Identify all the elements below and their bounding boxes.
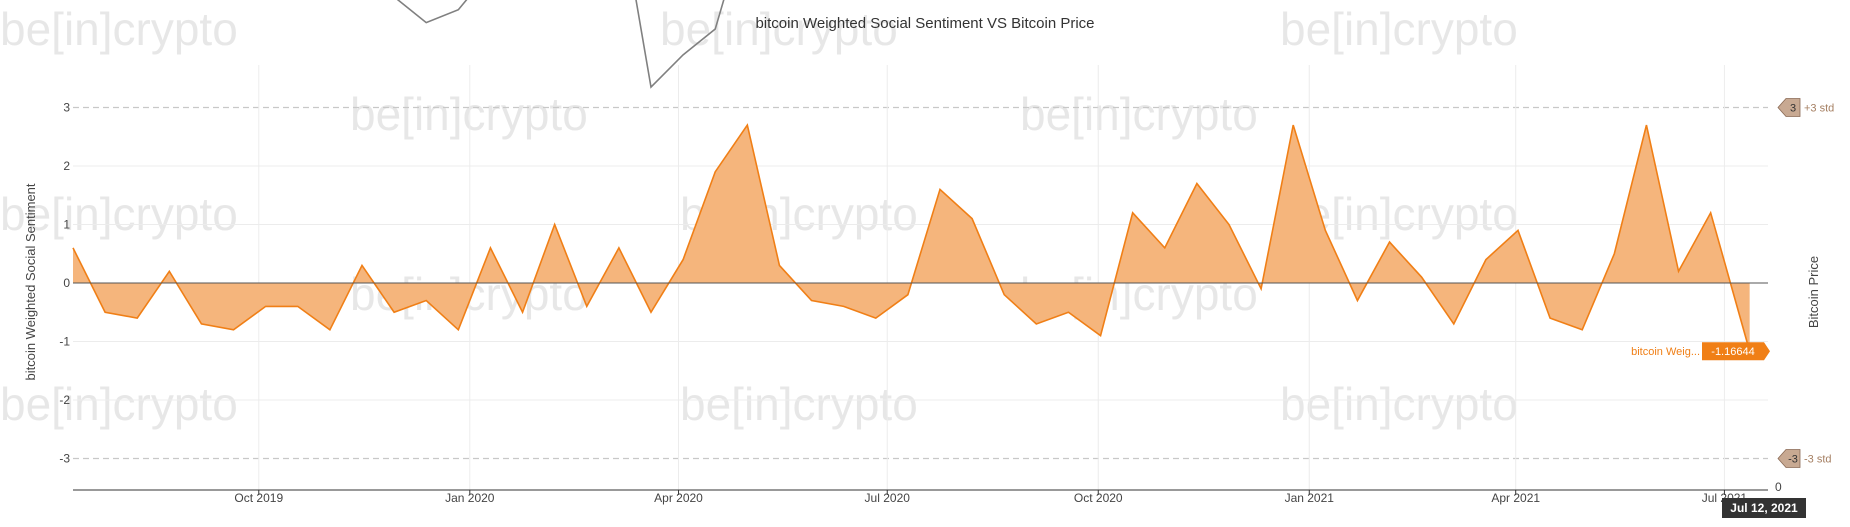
y-axis-left-label: bitcoin Weighted Social Sentiment (23, 183, 38, 380)
watermark-text: be[in]crypto (680, 378, 918, 430)
watermark-text: be[in]crypto (0, 3, 238, 55)
sentiment-value-box (1702, 342, 1770, 361)
std-lower-value: -3 (1788, 454, 1798, 466)
x-tick-label: Apr 2020 (654, 491, 703, 505)
std-upper-label: +3 std (1804, 103, 1834, 115)
y-left-tick-label: 1 (63, 218, 70, 232)
std-upper-marker (1777, 98, 1801, 117)
watermark-text: be[in]crypto (1020, 88, 1258, 140)
x-tick-label: Oct 2019 (234, 491, 283, 505)
std-lower-marker (1777, 449, 1801, 468)
std-upper-value: 3 (1790, 103, 1796, 115)
x-tick-label: Oct 2020 (1074, 491, 1123, 505)
y-left-tick-label: -2 (59, 393, 70, 407)
x-tick-label: Jan 2021 (1285, 491, 1335, 505)
watermark-text: be[in]crypto (0, 188, 238, 240)
sentiment-line (72, 123, 1751, 352)
x-tick-label: Apr 2021 (1491, 491, 1540, 505)
y-axis-right-label: Bitcoin Price (1806, 256, 1821, 328)
y-left-tick-label: 2 (63, 159, 70, 173)
watermark-text: be[in]crypto (1280, 378, 1518, 430)
watermark-text: be[in]crypto (660, 3, 898, 55)
sentiment-series-short-label: bitcoin Weig... (1631, 346, 1700, 358)
x-tick-label: Jul 2020 (865, 491, 911, 505)
watermark-text: be[in]crypto (350, 88, 588, 140)
std-lower-label: -3 std (1804, 454, 1832, 466)
series-layer (72, 0, 1768, 352)
watermark-text: be[in]crypto (1280, 3, 1518, 55)
hover-date-label: Jul 12, 2021 (1730, 501, 1798, 515)
y-left-tick-label: -3 (59, 452, 70, 466)
y-left-tick-label: 3 (63, 101, 70, 115)
sentiment-value: -1.16644 (1711, 346, 1754, 358)
y-right-tick-label: 0 (1775, 480, 1782, 494)
y-left-tick-label: -1 (59, 335, 70, 349)
y-left-tick-label: 0 (63, 276, 70, 290)
watermark-text: be[in]crypto (0, 378, 238, 430)
x-tick-label: Jan 2020 (445, 491, 495, 505)
hover-date-box (1722, 498, 1806, 518)
chart-title: bitcoin Weighted Social Sentiment VS Bit… (755, 15, 1094, 32)
